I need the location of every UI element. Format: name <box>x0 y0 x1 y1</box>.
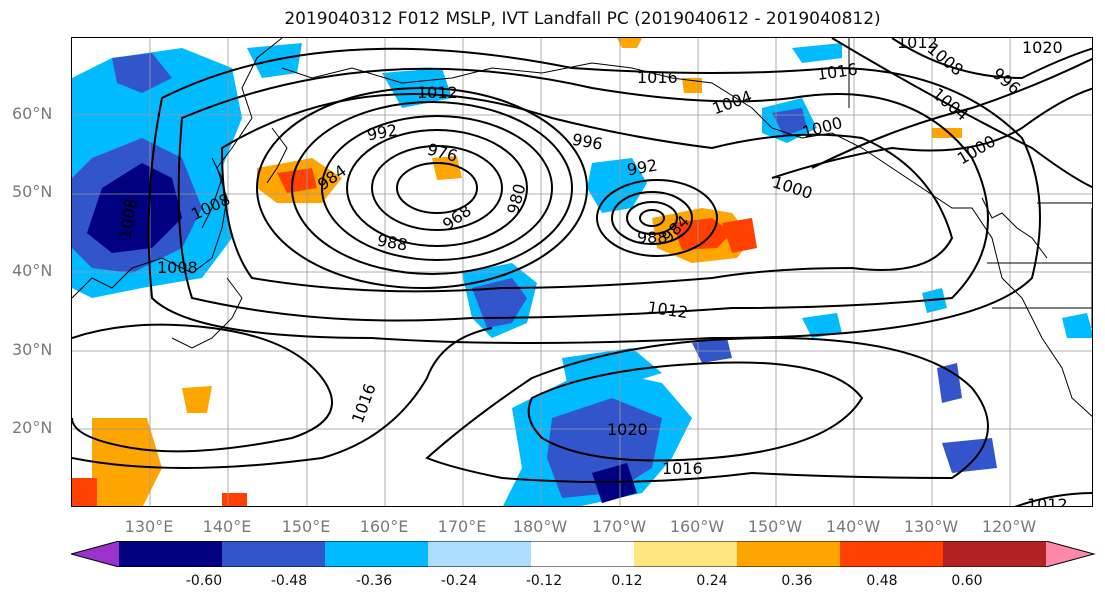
colorbar-tick-label: -0.24 <box>440 573 478 589</box>
colorbar-bin <box>325 541 429 567</box>
isobar-label: 1004 <box>710 87 755 119</box>
lat-label: 20°N <box>12 418 53 437</box>
colorbar-tick-label: -0.12 <box>525 573 563 589</box>
colorbar-bin <box>840 541 944 567</box>
isobar-label: 996 <box>989 64 1025 98</box>
isobar-label: 992 <box>625 155 658 179</box>
isobar-labels: 1012 1016 1016 1020 1016 1012 1012 1008 … <box>115 38 1068 507</box>
colorbar-bin <box>119 541 223 567</box>
isobar-label: 1016 <box>348 381 380 426</box>
lon-label: 150°W <box>747 517 803 536</box>
isobar-label: 1016 <box>637 68 678 87</box>
colorbar-bin <box>943 541 1047 567</box>
lat-label: 40°N <box>12 261 53 280</box>
lat-label: 30°N <box>12 340 53 359</box>
ivt-shading <box>72 38 1092 506</box>
isobar-label: 1016 <box>816 60 859 84</box>
colorbar-tick-label: 0.36 <box>781 573 813 589</box>
isobar-label: 1012 <box>897 38 938 52</box>
lon-label: 120°W <box>981 517 1037 536</box>
lon-label: 140°E <box>202 517 252 536</box>
colorbar-tick-label: -0.48 <box>270 573 308 589</box>
isobar-label: 1020 <box>1022 38 1063 57</box>
graticule <box>72 38 1092 506</box>
lon-label: 170°W <box>591 517 647 536</box>
colorbar-bin <box>634 541 738 567</box>
map-panel: 1012 1016 1016 1020 1016 1012 1012 1008 … <box>71 37 1093 507</box>
colorbar-tick-label: -0.36 <box>355 573 393 589</box>
colorbar-bin <box>531 541 635 567</box>
isobar-label: 1012 <box>1027 495 1068 507</box>
lon-label: 130°W <box>903 517 959 536</box>
lon-label: 130°E <box>124 517 174 536</box>
colorbar-bin <box>428 541 532 567</box>
lon-label: 160°E <box>359 517 409 536</box>
isobar-label: 1012 <box>646 298 689 322</box>
colorbar-cells <box>71 541 1094 567</box>
colorbar <box>71 541 1096 567</box>
colorbar-extension-low <box>71 541 119 567</box>
lat-label: 60°N <box>12 104 53 123</box>
isobar-label: 1012 <box>417 83 458 102</box>
colorbar-extension-high <box>1046 541 1094 567</box>
colorbar-tick-label: -0.60 <box>185 573 223 589</box>
colorbar-tick-label: 0.24 <box>696 573 728 589</box>
lon-label: 170°E <box>437 517 487 536</box>
isobar-label: 992 <box>365 120 398 144</box>
colorbar-tick-label: 0.12 <box>611 573 643 589</box>
lon-label: 150°E <box>281 517 331 536</box>
colorbar-tick-label: 0.60 <box>951 573 983 589</box>
lon-label: 140°W <box>825 517 881 536</box>
isobar-label: 1020 <box>607 420 648 439</box>
colorbar-bin <box>737 541 841 567</box>
lon-label: 160°W <box>669 517 725 536</box>
isobars <box>72 38 1092 506</box>
map-title: 2019040312 F012 MSLP, IVT Landfall PC (2… <box>284 9 881 29</box>
lat-label: 50°N <box>12 182 53 201</box>
isobar-label: 980 <box>503 182 529 216</box>
isobar-label: 1008 <box>157 258 198 277</box>
isobar-label: 1000 <box>770 172 815 203</box>
isobar-label: 976 <box>425 139 459 165</box>
isobar-label: 1016 <box>662 459 703 478</box>
isobar-label: 988 <box>637 228 668 247</box>
lon-label: 180°W <box>512 517 568 536</box>
colorbar-bin <box>222 541 326 567</box>
colorbar-tick-label: 0.48 <box>866 573 898 589</box>
map-canvas: 1012 1016 1016 1020 1016 1012 1012 1008 … <box>72 38 1092 507</box>
